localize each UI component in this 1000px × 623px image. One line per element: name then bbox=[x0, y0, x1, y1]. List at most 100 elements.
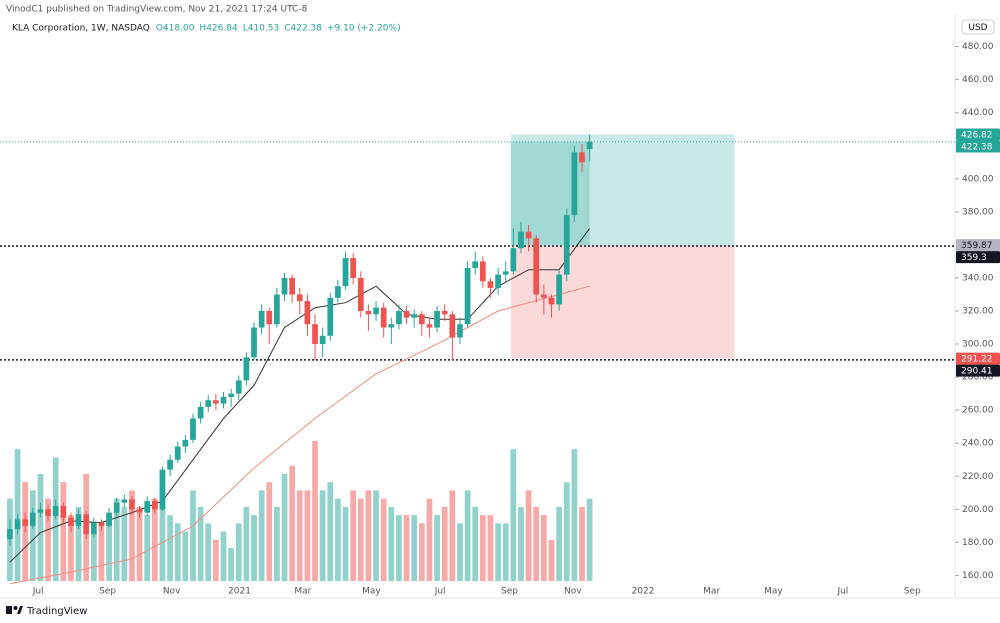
volume-bar bbox=[418, 523, 425, 581]
candle-body bbox=[29, 512, 36, 526]
y-tick-label: 480.00 bbox=[962, 42, 994, 52]
y-tick-label: 380.00 bbox=[962, 207, 994, 217]
candle-body bbox=[52, 506, 59, 516]
candle-body bbox=[258, 311, 265, 328]
candle-body bbox=[281, 277, 288, 295]
x-tick-label: Sep bbox=[904, 587, 921, 597]
candle-body bbox=[464, 268, 471, 325]
candle-body bbox=[411, 314, 418, 318]
candle-body bbox=[510, 248, 517, 272]
volume-bar bbox=[380, 498, 387, 581]
volume-bar bbox=[396, 515, 402, 581]
candle-body bbox=[533, 238, 540, 295]
candle-body bbox=[274, 294, 280, 325]
price-tag-label: 359.3 bbox=[961, 253, 987, 263]
volume-bar bbox=[342, 506, 349, 581]
symbol: KLA Corporation, 1W, NASDAQ bbox=[12, 24, 150, 34]
candle-body bbox=[167, 459, 173, 470]
volume-bar bbox=[441, 506, 448, 581]
volume-bar bbox=[182, 531, 189, 581]
y-tick-label: 240.00 bbox=[962, 439, 994, 449]
candle-body bbox=[7, 529, 13, 540]
price-tag-label: 290.41 bbox=[961, 367, 993, 377]
volume-bar bbox=[205, 523, 212, 581]
candle-body bbox=[472, 261, 479, 269]
candle-body bbox=[502, 271, 509, 275]
price-tag-label: 359.87 bbox=[961, 241, 993, 251]
x-tick-label: Jul bbox=[434, 587, 446, 597]
candle-body bbox=[129, 499, 135, 510]
candle-body bbox=[556, 274, 562, 305]
volume-bar bbox=[548, 539, 555, 581]
candle-body bbox=[312, 324, 318, 345]
volume-bar bbox=[411, 515, 418, 581]
y-tick-label: 160.00 bbox=[962, 571, 994, 581]
x-tick-label: Mar bbox=[703, 587, 720, 597]
candle-body bbox=[357, 277, 364, 312]
candle-body bbox=[235, 380, 242, 394]
stop-zone bbox=[511, 245, 735, 359]
volume-bar bbox=[464, 490, 471, 581]
volume-bar bbox=[510, 449, 517, 581]
x-tick-label: Jul bbox=[32, 587, 44, 597]
x-tick-label: Jul bbox=[836, 587, 848, 597]
volume-bar bbox=[312, 441, 318, 581]
volume-bar bbox=[98, 523, 105, 581]
volume-bar bbox=[29, 490, 36, 581]
published-note: VinodC1 published on TradingView.com, No… bbox=[6, 5, 308, 15]
volume-bar bbox=[525, 490, 532, 581]
candle-body bbox=[373, 307, 379, 315]
candle-body bbox=[243, 357, 250, 381]
volume-bar bbox=[304, 490, 311, 581]
candle-body bbox=[327, 297, 334, 336]
volume-bar bbox=[235, 523, 242, 581]
price-tag bbox=[956, 140, 1000, 153]
candle-body bbox=[335, 286, 341, 298]
price-tag-label: 291.22 bbox=[961, 355, 993, 365]
candle-body bbox=[197, 406, 204, 419]
price-tag bbox=[956, 251, 1000, 264]
candle-body bbox=[487, 281, 494, 288]
volume-bar bbox=[296, 490, 303, 581]
candle-body bbox=[396, 311, 402, 325]
y-tick-label: 220.00 bbox=[962, 472, 994, 482]
candle-body bbox=[548, 297, 555, 305]
x-tick-label: Sep bbox=[501, 587, 518, 597]
volume-bar bbox=[258, 490, 265, 581]
symbol-line: KLA Corporation, 1W, NASDAQ bbox=[12, 24, 150, 34]
volume-bar bbox=[197, 506, 204, 581]
y-tick-label: 300.00 bbox=[962, 340, 994, 350]
volume-bar bbox=[228, 548, 234, 581]
volume-bar bbox=[426, 498, 433, 581]
y-tick-label: 460.00 bbox=[962, 75, 994, 85]
volume-bar bbox=[541, 515, 547, 581]
candle-body bbox=[182, 439, 189, 447]
volume-bar bbox=[487, 515, 494, 581]
candle-body bbox=[525, 231, 532, 239]
candle-body bbox=[563, 215, 570, 275]
volume-bar bbox=[174, 523, 181, 581]
volume-bar bbox=[579, 506, 585, 581]
volume-bar bbox=[274, 506, 280, 581]
candle-body bbox=[14, 519, 21, 530]
ohlc-value: +9.10 (+2.20%) bbox=[327, 24, 401, 34]
candle-body bbox=[60, 506, 67, 518]
volume-bar bbox=[502, 523, 509, 581]
volume-bar bbox=[159, 490, 166, 581]
currency-box bbox=[961, 19, 995, 35]
currency: USD bbox=[968, 23, 987, 33]
volume-bar bbox=[37, 473, 44, 581]
x-tick-label: Sep bbox=[99, 587, 116, 597]
volume-bar bbox=[335, 498, 341, 581]
candle-body bbox=[350, 258, 357, 278]
volume-bar bbox=[457, 523, 463, 581]
volume-bar bbox=[319, 490, 326, 581]
candle-body bbox=[296, 294, 303, 302]
volume-bar bbox=[586, 498, 593, 581]
candle-body bbox=[37, 509, 44, 513]
candle-body bbox=[220, 396, 227, 404]
volume-bar bbox=[434, 515, 440, 581]
progress-zone bbox=[511, 141, 590, 246]
candle-body bbox=[144, 501, 151, 513]
candle-body bbox=[319, 335, 326, 345]
